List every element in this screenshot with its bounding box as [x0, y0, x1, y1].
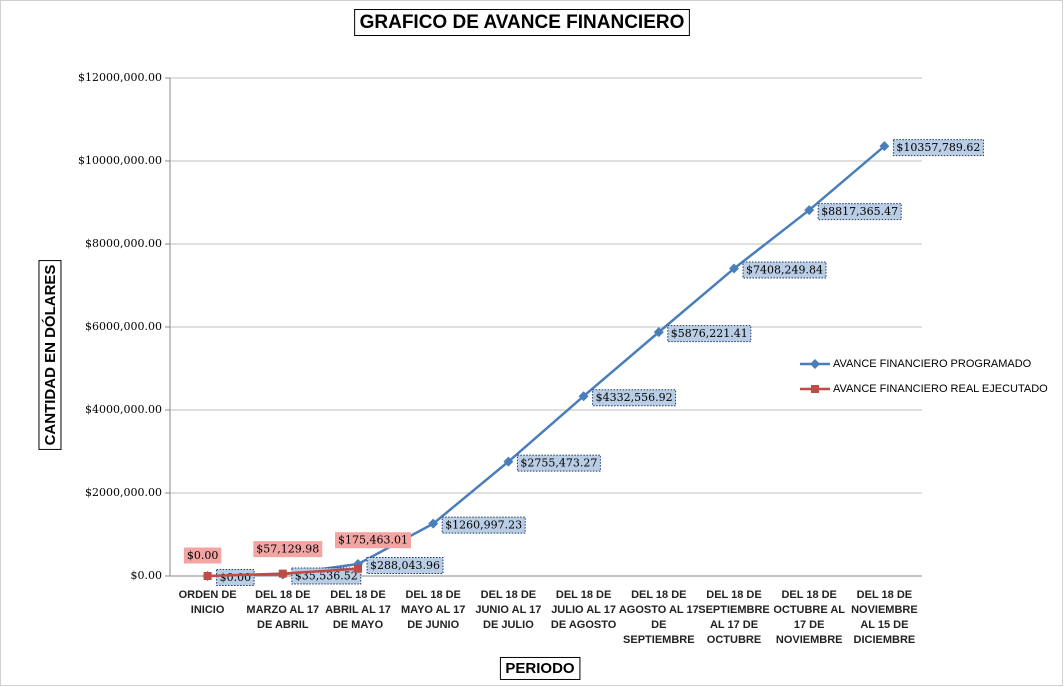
point — [578, 391, 589, 402]
y-tick-label: $10000,000.00 — [78, 154, 162, 167]
y-tick-label: $2000,000.00 — [85, 486, 162, 499]
data-label-box — [817, 203, 902, 221]
point — [428, 518, 439, 529]
data-label-box — [516, 454, 601, 472]
data-label-box — [441, 516, 526, 534]
y-tick-label: $6000,000.00 — [85, 320, 162, 333]
data-label: $0.00 — [220, 571, 252, 584]
point — [503, 456, 514, 467]
data-label: $1260,997.23 — [445, 519, 522, 532]
data-label: $2755,473.27 — [520, 457, 597, 470]
title-box — [354, 9, 690, 37]
data-label: $175,463.01 — [338, 534, 408, 547]
x-tick-label: DEL 18 DE MAYO AL 17 DE JUNIO — [400, 589, 466, 631]
data-label-box — [667, 325, 752, 343]
legend-label: AVANCE FINANCIERO REAL EJECUTADO — [833, 383, 1048, 395]
data-label: $4332,556.92 — [596, 391, 673, 404]
point — [653, 327, 664, 338]
point — [278, 569, 287, 578]
legend-marker — [810, 359, 820, 369]
x-tick-label: DEL 18 DE MARZO AL 17 DE ABRIL — [246, 589, 320, 631]
data-label: $10357,789.62 — [896, 141, 980, 154]
data-label-box — [335, 532, 411, 549]
legend-marker — [811, 385, 819, 393]
data-label-box — [253, 541, 323, 558]
point — [729, 263, 739, 274]
data-label: $8817,365.47 — [821, 205, 898, 218]
x-axis-label: PERIODO — [505, 660, 575, 677]
y-axis-label-box — [38, 260, 62, 450]
y-axis-label: CANTIDAD EN DÓLARES — [41, 265, 59, 446]
x-tick-label: DEL 18 DE JUNIO AL 17 DE JULIO — [475, 589, 542, 631]
legend-label: AVANCE FINANCIERO PROGRAMADO — [833, 358, 1032, 370]
data-label: $57,129.98 — [256, 543, 319, 556]
y-tick-label: $8000,000.00 — [85, 237, 162, 250]
point — [203, 572, 212, 580]
data-label-box — [216, 569, 255, 586]
x-tick-label: DEL 18 DE OCTUBRE AL 17 DE NOVIEMBRE — [773, 589, 846, 646]
point — [879, 141, 890, 152]
data-label-box — [592, 389, 677, 407]
point — [804, 205, 815, 216]
y-tick-label: $12000,000.00 — [78, 71, 162, 84]
data-label: $7408,249.84 — [746, 264, 823, 277]
data-label-box — [892, 139, 984, 157]
x-tick-label: DEL 18 DE JULIO AL 17 DE AGOSTO — [550, 589, 617, 631]
point — [354, 564, 362, 573]
x-tick-label: DEL 18 DE AGOSTO AL 17 DE SEPTIEMBRE — [618, 589, 699, 646]
data-label: $5876,221.41 — [671, 327, 748, 340]
y-tick-label: $4000,000.00 — [85, 403, 162, 416]
data-label-box — [742, 261, 827, 279]
x-tick-label: ORDEN DE INICIO — [178, 589, 237, 616]
series-line — [207, 145, 886, 578]
data-label-box — [183, 547, 222, 564]
x-tick-label: DEL 18 DE NOVIEMBRE AL 15 DE DICIEMBRE — [851, 589, 918, 646]
chart-title: GRAFICO DE AVANCE FINANCIERO — [360, 12, 685, 33]
data-label: $288,043.96 — [370, 559, 440, 572]
data-label: $0.00 — [187, 549, 219, 562]
x-axis-label-box — [499, 656, 581, 680]
data-label-box — [366, 557, 444, 575]
y-tick-label: $0.00 — [131, 569, 163, 582]
x-tick-label: DEL 18 DE ABRIL AL 17 DE MAYO — [325, 589, 391, 631]
x-tick-label: DEL 18 DE SEPTIEMBRE AL 17 DE OCTUBRE — [698, 589, 770, 646]
